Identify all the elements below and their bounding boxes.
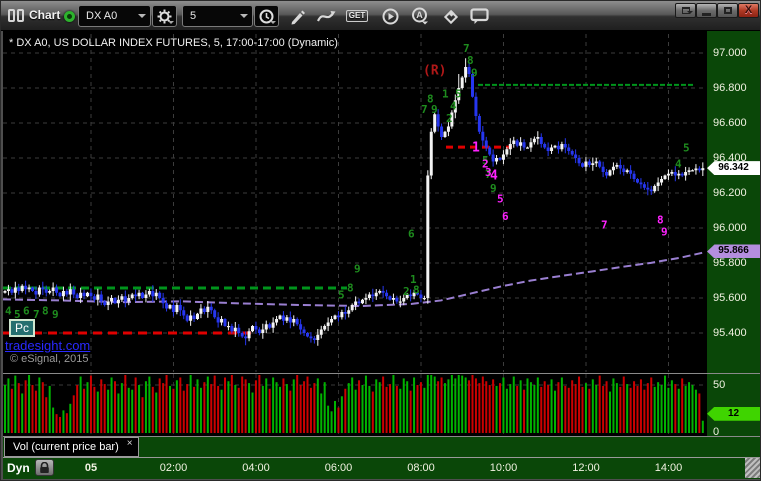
chart-header-text: * DX A0, US DOLLAR INDEX FUTURES, 5, 17:… [9,37,338,49]
title-bar[interactable]: Chart DX A0 5 [1,1,760,31]
price-axis-tick: 96.800 [713,82,747,94]
restore-button[interactable] [675,3,696,18]
pane-separator[interactable] [3,373,760,374]
play-icon [382,8,398,24]
draw-tool-button[interactable] [284,5,310,27]
a-circle-icon: A [412,7,428,25]
pane-separator[interactable] [3,436,760,437]
lock-icon [40,461,49,473]
resize-grip[interactable] [745,458,760,478]
interval-settings-button[interactable] [254,5,279,27]
time-axis-tick: 14:00 [654,462,683,474]
volume-tab-label: Vol (current price bar) [13,441,119,453]
chevron-down-icon [168,21,174,24]
replay-button[interactable] [377,5,403,27]
price-axis-tick: 96.600 [713,117,747,129]
get-data-button[interactable]: GET [344,5,370,27]
symbol-combobox[interactable]: DX A0 [78,5,151,27]
lock-scale-button[interactable] [35,459,54,476]
volume-axis-tick: 50 [713,379,726,391]
price-axis-panel[interactable] [707,31,760,457]
objects-button[interactable] [437,5,463,27]
clock-icon [259,9,274,23]
window-title: Chart [29,8,61,22]
curve-arrow-icon [317,11,336,22]
indicator-tab-row [3,437,707,457]
diamond-icon [443,9,458,24]
time-axis-tick: 04:00 [242,462,270,474]
copyright-text: © eSignal, 2015 [10,353,89,365]
symbol-settings-button[interactable] [152,5,177,27]
connection-status-icon [64,11,75,22]
interval-value: 5 [190,10,197,22]
close-button[interactable]: X [738,3,759,18]
chevron-down-icon [138,14,146,18]
pencil-icon [291,10,305,24]
current-price-tag: 96.342 [707,161,760,176]
chart-plot-background[interactable] [3,31,707,437]
price-axis-tick: 95.800 [713,257,747,269]
ma-value-tag: 95.866 [707,244,760,259]
symbol-value: DX A0 [86,10,118,22]
close-indicator-icon[interactable]: × [126,438,133,449]
price-axis-tick: 95.400 [713,327,747,339]
time-axis-tick: 08:00 [407,462,435,474]
chevron-down-icon [270,21,276,24]
maximize-button[interactable] [717,3,738,18]
get-icon: GET [345,10,369,22]
svg-text:A: A [416,10,423,20]
price-axis-tick: 97.000 [713,47,747,59]
dyn-mode-label[interactable]: Dyn [7,461,30,475]
price-axis-tick: 96.000 [713,222,747,234]
time-axis-tick: 02:00 [159,462,188,474]
volume-axis-tick: 0 [713,426,720,438]
price-axis-tick: 96.400 [713,152,747,164]
time-axis-tick: 12:00 [572,462,600,474]
time-axis-panel[interactable] [3,457,760,479]
chevron-down-icon [240,14,248,18]
pc-indicator-badge[interactable]: Pc [9,319,36,337]
notes-button[interactable] [466,5,492,27]
time-axis-tick: 06:00 [324,462,353,474]
gear-icon [157,9,172,23]
price-axis-tick: 96.200 [713,187,747,199]
price-axis-tick: 95.600 [713,292,747,304]
time-axis-tick: 10:00 [489,462,518,474]
alerts-button[interactable]: A [407,5,433,27]
speech-bubble-icon [469,7,489,24]
current-volume-tag: 12 [707,406,760,421]
interval-combobox[interactable]: 5 [182,5,253,27]
volume-indicator-tab[interactable]: Vol (current price bar) × [4,437,139,457]
line-study-button[interactable] [314,5,340,27]
window-controls: X [675,3,759,18]
window-pane-icon [8,9,25,22]
minimize-button[interactable] [696,3,717,18]
tradesight-link[interactable]: tradesight.com [5,338,91,353]
time-axis-tick: 05 [84,462,98,474]
